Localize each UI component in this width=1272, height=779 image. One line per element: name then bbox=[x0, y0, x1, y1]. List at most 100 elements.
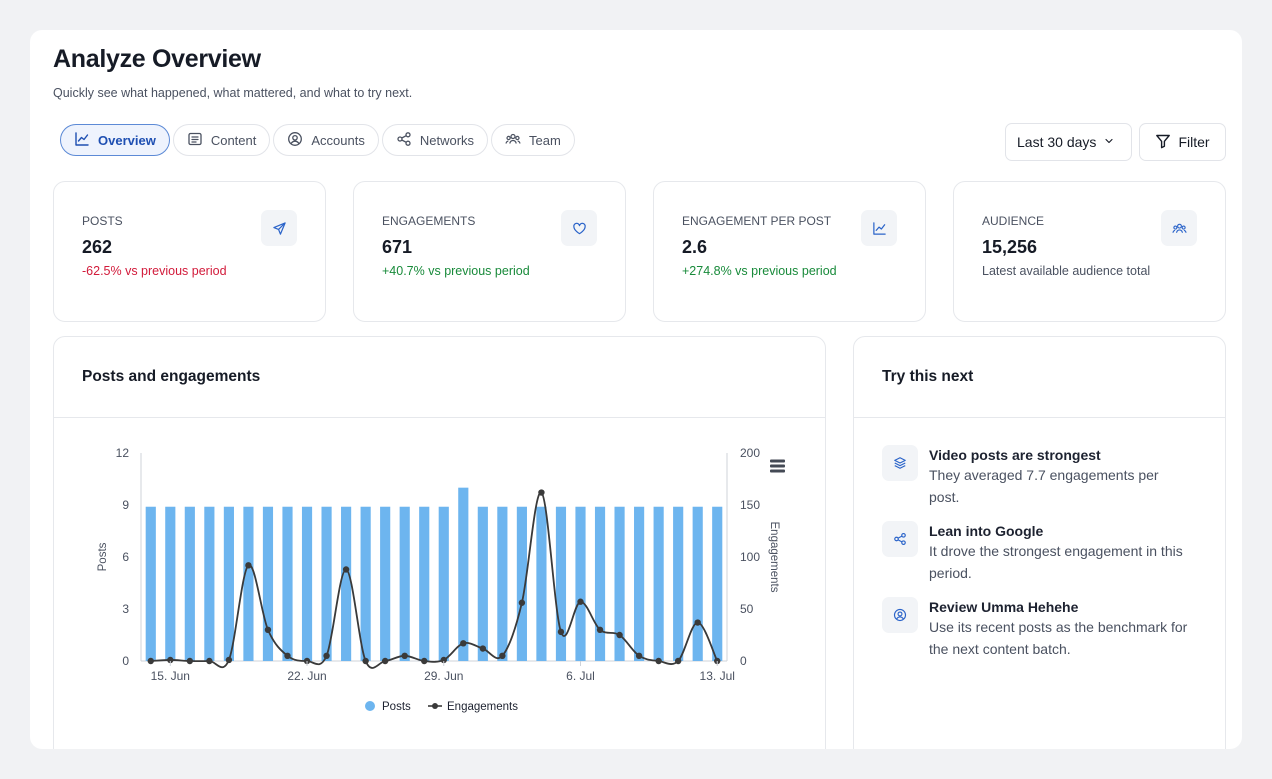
tip-title: Video posts are strongest bbox=[929, 447, 1101, 463]
tip-item[interactable]: Review Umma Hehehe Use its recent posts … bbox=[882, 597, 1189, 660]
point-engagements bbox=[596, 626, 604, 633]
point-engagements bbox=[206, 657, 213, 665]
tab-bar: Overview Content Accounts Networks Team bbox=[60, 124, 578, 156]
point-engagements bbox=[460, 640, 467, 647]
filter-label: Filter bbox=[1178, 134, 1210, 150]
x-tick-label: 29. Jun bbox=[424, 669, 463, 683]
filter-button[interactable]: Filter bbox=[1139, 123, 1226, 161]
tab-label: Accounts bbox=[311, 132, 365, 148]
point-engagements bbox=[421, 657, 428, 665]
point-engagements bbox=[635, 652, 643, 659]
point-engagements bbox=[577, 598, 584, 605]
bar-posts bbox=[399, 506, 410, 661]
stat-value: 15,256 bbox=[982, 237, 1038, 257]
tip-description: Use its recent posts as the benchmark fo… bbox=[929, 619, 1188, 657]
bar-posts bbox=[692, 506, 703, 661]
legend-label-engagements: Engagements bbox=[447, 701, 518, 713]
point-engagements bbox=[381, 657, 389, 665]
bar-posts bbox=[673, 506, 684, 661]
bar-posts bbox=[165, 506, 176, 661]
filter-icon bbox=[1155, 133, 1171, 152]
share-icon bbox=[882, 521, 918, 557]
users-icon bbox=[1161, 210, 1197, 246]
bar-posts bbox=[516, 506, 527, 661]
x-tick-label: 13. Jul bbox=[700, 669, 735, 683]
bar-posts bbox=[497, 506, 508, 661]
divider bbox=[854, 417, 1225, 418]
bar-posts bbox=[380, 506, 391, 661]
chart-menu-icon[interactable] bbox=[770, 459, 785, 473]
tip-item[interactable]: Video posts are strongest They averaged … bbox=[882, 445, 1189, 508]
bar-posts bbox=[145, 506, 156, 661]
document-icon bbox=[187, 131, 203, 150]
y-tick-label-left: 9 bbox=[122, 498, 129, 512]
y-tick-label-left: 12 bbox=[116, 446, 130, 460]
divider bbox=[54, 417, 825, 418]
posts-engagements-panel: Posts and engagements 0 3 6 9 12 0 50 100 150 200… bbox=[53, 336, 826, 749]
point-engagements bbox=[303, 657, 311, 665]
bar-posts bbox=[243, 506, 254, 661]
stat-change: Latest available audience total bbox=[982, 264, 1151, 278]
page-subtitle: Quickly see what happened, what mattered… bbox=[53, 86, 413, 100]
bar-posts bbox=[301, 506, 313, 661]
bar-posts bbox=[536, 506, 547, 661]
tip-title: Review Umma Hehehe bbox=[929, 599, 1079, 615]
bar-posts bbox=[419, 506, 430, 661]
stat-change: -62.5% vs previous period bbox=[82, 264, 227, 278]
layers-icon bbox=[882, 445, 918, 481]
point-engagements bbox=[225, 656, 233, 664]
y-tick-label-left: 3 bbox=[122, 602, 129, 616]
point-engagements bbox=[440, 656, 447, 664]
point-engagements bbox=[557, 628, 565, 636]
tab-networks[interactable]: Networks bbox=[381, 124, 489, 156]
date-range-select[interactable]: Last 30 days bbox=[1005, 123, 1132, 161]
bar-posts bbox=[341, 506, 352, 661]
legend-label-posts: Posts bbox=[382, 701, 411, 713]
tip-description: It drove the strongest engagement in thi… bbox=[929, 543, 1183, 581]
legend-marker-engagements bbox=[432, 703, 438, 709]
bar-posts bbox=[653, 506, 664, 661]
analyze-overview-page: Analyze Overview Quickly see what happen… bbox=[30, 30, 1242, 749]
stat-label: AUDIENCE bbox=[982, 214, 1045, 228]
stat-label: ENGAGEMENT PER POST bbox=[682, 214, 832, 228]
tip-item[interactable]: Lean into Google It drove the strongest … bbox=[882, 521, 1189, 584]
tab-label: Team bbox=[529, 132, 561, 148]
bar-posts bbox=[634, 506, 645, 661]
point-engagements bbox=[694, 619, 701, 626]
bar-posts bbox=[184, 506, 195, 661]
x-tick-label: 6. Jul bbox=[566, 669, 595, 683]
bar-posts bbox=[458, 487, 469, 661]
tab-team[interactable]: Team bbox=[491, 124, 575, 156]
stat-value: 262 bbox=[82, 237, 113, 257]
bar-posts bbox=[575, 506, 586, 661]
tab-overview[interactable]: Overview bbox=[60, 124, 170, 156]
point-engagements bbox=[245, 562, 252, 569]
stat-card-audience: AUDIENCE 15,256 Latest available audienc… bbox=[953, 181, 1226, 322]
point-engagements bbox=[616, 631, 623, 639]
stat-change: +274.8% vs previous period bbox=[682, 264, 837, 278]
legend-marker-posts bbox=[365, 701, 375, 711]
stat-change: +40.7% vs previous period bbox=[382, 264, 530, 278]
line-chart-icon bbox=[74, 131, 90, 150]
panel-title: Posts and engagements bbox=[82, 368, 261, 385]
stat-value: 671 bbox=[382, 237, 413, 257]
stat-label: POSTS bbox=[82, 214, 123, 228]
point-engagements bbox=[401, 652, 408, 659]
y-tick-label-left: 0 bbox=[122, 654, 129, 668]
point-engagements bbox=[714, 657, 721, 665]
bar-posts bbox=[614, 506, 625, 661]
point-engagements bbox=[518, 599, 526, 606]
stat-card-engagements: ENGAGEMENTS 671 +40.7% vs previous perio… bbox=[353, 181, 626, 322]
try-this-next-panel: Try this next Video posts are strongest … bbox=[853, 336, 1226, 749]
tab-label: Overview bbox=[98, 132, 156, 148]
point-engagements bbox=[323, 652, 330, 659]
page-title: Analyze Overview bbox=[53, 45, 261, 73]
y-axis-title-left: Posts bbox=[97, 542, 109, 571]
point-engagements bbox=[499, 652, 506, 659]
user-circle-icon bbox=[882, 597, 918, 633]
point-engagements bbox=[655, 657, 662, 665]
tab-accounts[interactable]: Accounts bbox=[273, 124, 379, 156]
tab-content[interactable]: Content bbox=[172, 124, 271, 156]
y-tick-label-right: 150 bbox=[740, 498, 760, 512]
user-circle-icon bbox=[287, 131, 303, 150]
